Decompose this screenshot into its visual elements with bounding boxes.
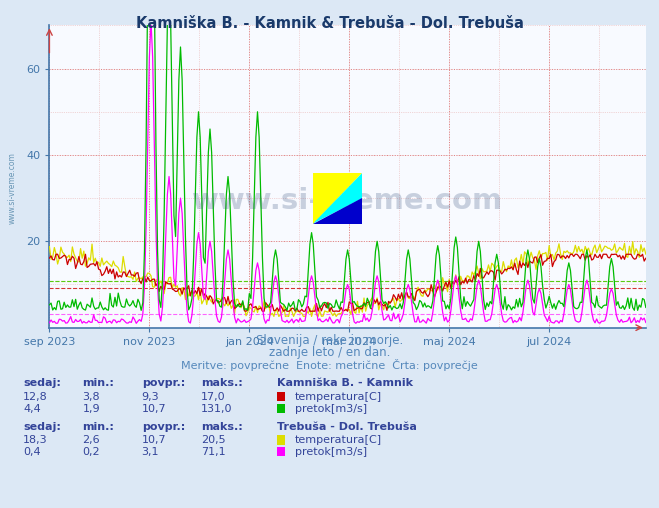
Text: sedaj:: sedaj:: [23, 422, 61, 432]
Text: min.:: min.:: [82, 378, 114, 389]
Text: 3,1: 3,1: [142, 447, 159, 457]
Text: www.si-vreme.com: www.si-vreme.com: [8, 152, 17, 224]
Text: 3,8: 3,8: [82, 392, 100, 402]
Text: pretok[m3/s]: pretok[m3/s]: [295, 404, 367, 414]
Polygon shape: [313, 173, 362, 224]
Text: zadnje leto / en dan.: zadnje leto / en dan.: [269, 346, 390, 360]
Text: sedaj:: sedaj:: [23, 378, 61, 389]
Text: 18,3: 18,3: [23, 435, 47, 446]
Text: 10,7: 10,7: [142, 435, 166, 446]
Text: Meritve: povprečne  Enote: metrične  Črta: povprečje: Meritve: povprečne Enote: metrične Črta:…: [181, 359, 478, 371]
Text: povpr.:: povpr.:: [142, 422, 185, 432]
Text: 0,2: 0,2: [82, 447, 100, 457]
Text: www.si-vreme.com: www.si-vreme.com: [192, 187, 503, 215]
Text: 71,1: 71,1: [201, 447, 225, 457]
Text: 20,5: 20,5: [201, 435, 225, 446]
Text: 2,6: 2,6: [82, 435, 100, 446]
Text: maks.:: maks.:: [201, 378, 243, 389]
Text: min.:: min.:: [82, 422, 114, 432]
Text: temperatura[C]: temperatura[C]: [295, 435, 382, 446]
Text: pretok[m3/s]: pretok[m3/s]: [295, 447, 367, 457]
Text: Kamniška B. - Kamnik & Trebuša - Dol. Trebuša: Kamniška B. - Kamnik & Trebuša - Dol. Tr…: [136, 16, 523, 31]
Text: povpr.:: povpr.:: [142, 378, 185, 389]
Polygon shape: [313, 173, 362, 224]
Text: temperatura[C]: temperatura[C]: [295, 392, 382, 402]
Text: Trebuša - Dol. Trebuša: Trebuša - Dol. Trebuša: [277, 422, 416, 432]
Text: Kamniška B. - Kamnik: Kamniška B. - Kamnik: [277, 378, 413, 389]
Text: 12,8: 12,8: [23, 392, 48, 402]
Polygon shape: [313, 198, 362, 224]
Text: 1,9: 1,9: [82, 404, 100, 414]
Text: 131,0: 131,0: [201, 404, 233, 414]
Text: Slovenija / reke in morje.: Slovenija / reke in morje.: [256, 334, 403, 347]
Text: 9,3: 9,3: [142, 392, 159, 402]
Text: 17,0: 17,0: [201, 392, 225, 402]
Text: maks.:: maks.:: [201, 422, 243, 432]
Text: 4,4: 4,4: [23, 404, 41, 414]
Text: 10,7: 10,7: [142, 404, 166, 414]
Text: 0,4: 0,4: [23, 447, 41, 457]
